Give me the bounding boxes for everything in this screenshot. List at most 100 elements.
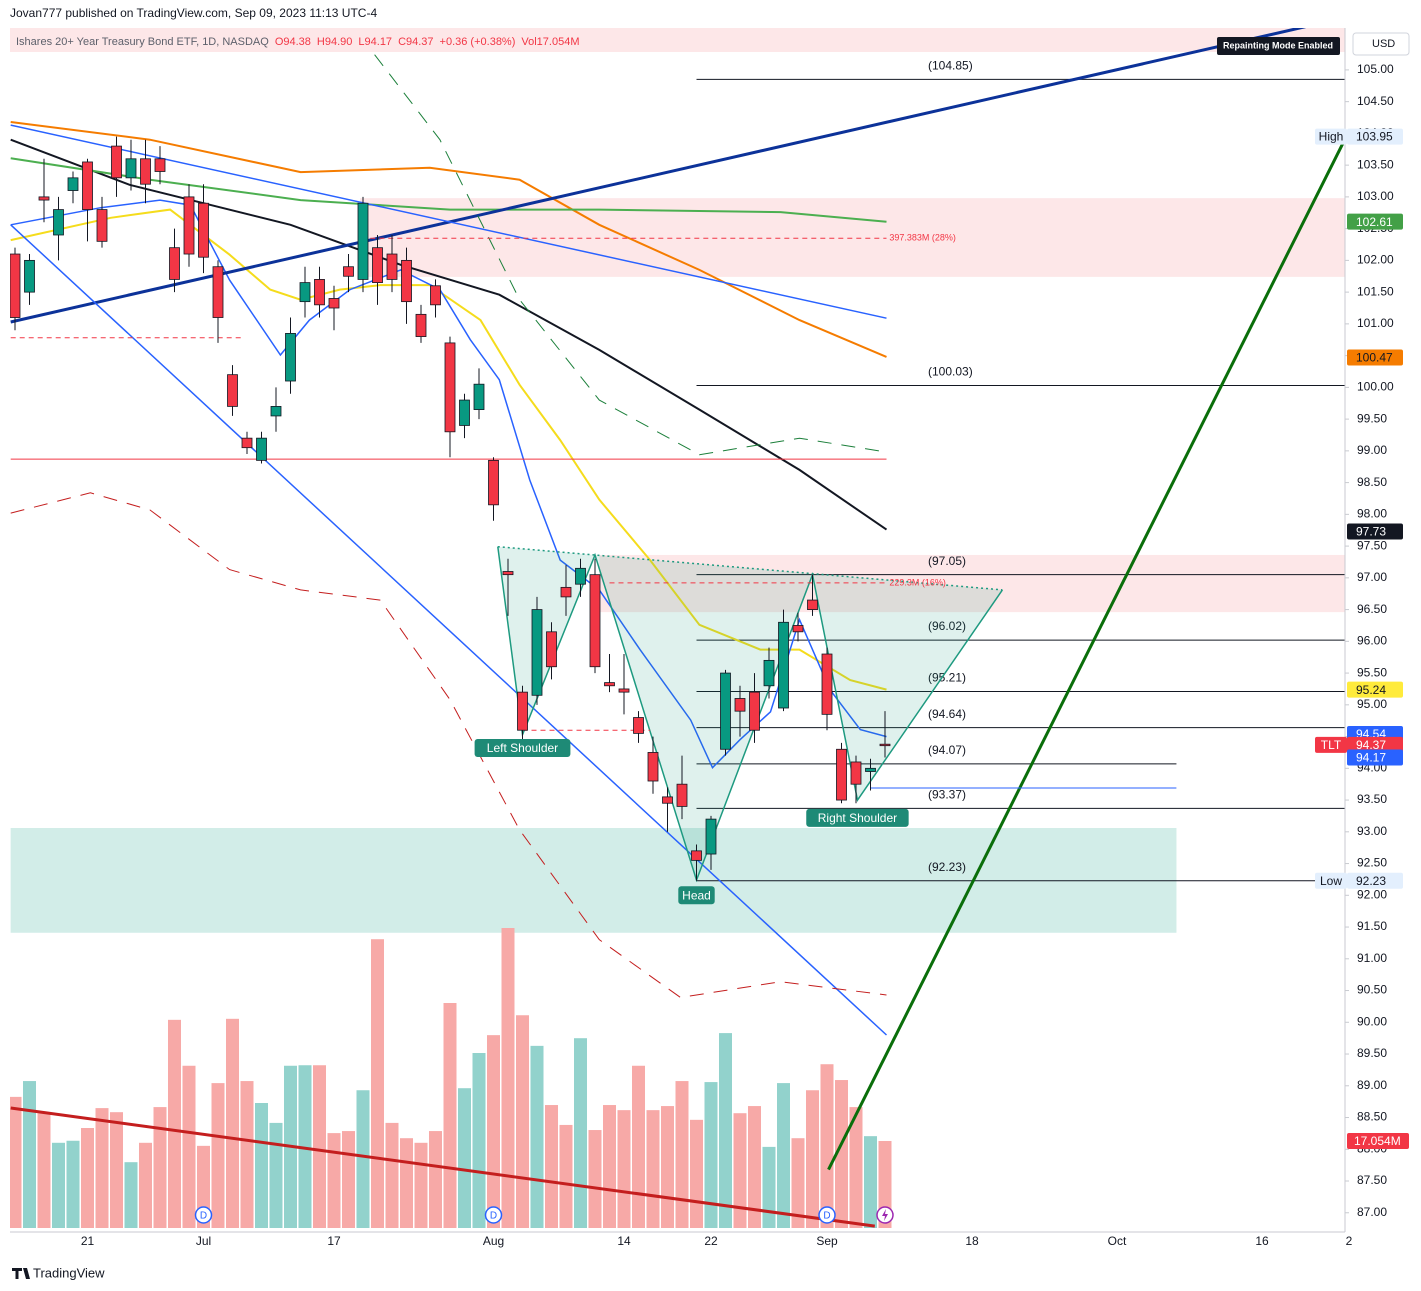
candle-body: [372, 247, 383, 284]
candle-body: [836, 748, 847, 801]
x-tick-label: Jul: [196, 1234, 211, 1248]
level-label: (94.07): [928, 743, 966, 757]
legend-open: O94.38: [275, 36, 311, 48]
candle-body: [125, 158, 137, 179]
zone: [599, 554, 1345, 613]
y-tick-label: 103.00: [1357, 189, 1394, 203]
volume-bar: [385, 1122, 399, 1228]
candle-body: [386, 253, 398, 280]
y-tick-label: 89.50: [1357, 1046, 1387, 1060]
level-label: (93.37): [928, 787, 966, 801]
volume-bar: [240, 1081, 254, 1228]
overlay-line: [10, 224, 888, 1036]
y-tick-label: 91.50: [1357, 919, 1387, 933]
volume-bar: [356, 1090, 370, 1228]
volume-bar: [588, 1130, 602, 1228]
price-tag-box: [1315, 736, 1347, 753]
candle-body: [96, 209, 108, 242]
volume-bar: [458, 1088, 471, 1228]
volume-bar: [690, 1119, 703, 1228]
x-tick-label: Oct: [1108, 1234, 1127, 1248]
price-label-box: [1347, 128, 1403, 145]
volume-bar: [719, 1033, 732, 1228]
volume-bar: [298, 1065, 312, 1228]
y-tick-label: 92.00: [1357, 887, 1387, 901]
candle-body: [415, 313, 427, 337]
x-tick-label: 14: [617, 1234, 631, 1248]
candle-body: [169, 247, 180, 280]
candle-body: [38, 196, 50, 201]
volume-bar: [603, 1105, 616, 1228]
price-tag: Low: [1320, 874, 1342, 888]
candle-body: [618, 688, 630, 693]
volume-label-box: [1347, 1132, 1409, 1149]
candle-body: [647, 752, 659, 782]
candle-body: [314, 279, 325, 306]
price-label: 100.47: [1356, 351, 1393, 365]
volume-bar: [733, 1113, 747, 1228]
price-tag-box: [1315, 128, 1347, 145]
x-tick-label: 16: [1255, 1234, 1269, 1248]
candle-body: [357, 202, 369, 280]
candle-body: [850, 761, 862, 785]
y-tick-label: 100.00: [1357, 380, 1394, 394]
y-tick-label: 90.00: [1357, 1014, 1387, 1028]
x-tick-label: Sep: [816, 1234, 838, 1248]
level-label: (95.21): [928, 671, 966, 685]
price-label: 102.61: [1356, 215, 1393, 229]
volume-bar: [110, 1112, 123, 1228]
y-tick-label: 99.50: [1357, 411, 1387, 425]
y-tick-label: 97.00: [1357, 570, 1387, 584]
marker: [818, 1206, 836, 1224]
candle-body: [82, 161, 93, 210]
volume-bar: [124, 1162, 138, 1228]
publisher: Jovan777 published on TradingView.com, S…: [10, 6, 377, 20]
annotation-box: [806, 808, 909, 827]
volume-bar: [414, 1142, 428, 1228]
y-tick-label: 92.50: [1357, 856, 1387, 870]
candle-body: [691, 850, 702, 861]
axes: 87.0087.5088.0088.5089.0089.5090.0090.50…: [81, 62, 1409, 1248]
volume-bar: [530, 1045, 544, 1228]
candle-body: [865, 767, 876, 772]
currency[interactable]: USD: [1372, 38, 1395, 50]
x-tick-label: 17: [327, 1234, 341, 1248]
y-tick-label: 87.50: [1357, 1173, 1387, 1187]
legend: Ishares 20+ Year Treasury Bond ETF, 1D, …: [16, 36, 580, 48]
plot: (104.85) (100.03) (97.05) (96.02) (95.21) (94…: [10, 28, 1345, 1228]
candle-body: [343, 266, 354, 277]
candle-body: [459, 399, 470, 426]
zone: [360, 198, 1345, 277]
y-tick-label: 95.50: [1357, 665, 1387, 679]
y-tick-label: 93.00: [1357, 824, 1387, 838]
level-label: (96.02): [928, 619, 966, 633]
candle-body: [705, 818, 717, 855]
marker: [194, 1206, 213, 1224]
level-label: (100.03): [928, 365, 973, 379]
overlay-line: [10, 1106, 876, 1228]
candle-body: [256, 437, 267, 461]
candle-body: [560, 586, 572, 598]
volume-bar: [95, 1108, 109, 1228]
volume-bar: [342, 1131, 355, 1228]
volume-bar: [791, 1138, 805, 1228]
volume-bar: [255, 1103, 268, 1228]
level-label: (104.85): [928, 59, 973, 73]
price-label: 97.73: [1356, 525, 1386, 539]
y-tick-label: 104.50: [1357, 94, 1394, 108]
candle-body: [227, 374, 238, 407]
volume-bar: [23, 1081, 36, 1228]
y-tick-label: 103.50: [1357, 157, 1394, 171]
price-label-box: [1347, 349, 1403, 366]
volume-bar: [327, 1133, 341, 1228]
volume-bar: [66, 1140, 80, 1228]
volume-bar: [675, 1081, 689, 1228]
price-label: 94.17: [1356, 751, 1386, 765]
currency-box[interactable]: [1352, 32, 1410, 56]
y-tick-label: 96.50: [1357, 602, 1387, 616]
x-tick-label: 22: [704, 1234, 718, 1248]
overlay-line: [10, 492, 887, 999]
volume-bar: [182, 1065, 196, 1228]
level-label: (97.05): [928, 554, 966, 568]
y-tick-label: 96.00: [1357, 634, 1387, 648]
